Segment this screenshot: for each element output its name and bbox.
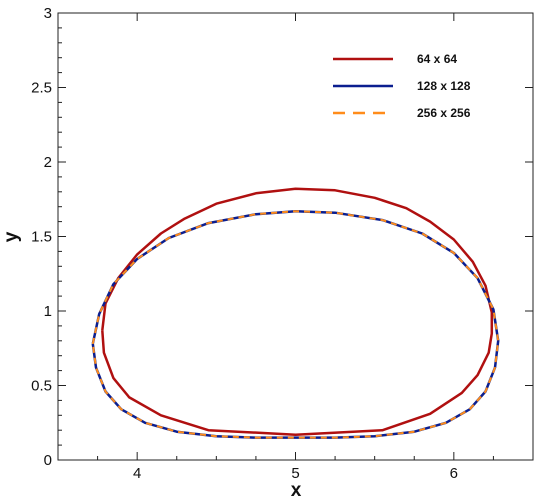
- series-layer: [91, 187, 500, 439]
- legend-label: 256 x 256: [417, 106, 471, 120]
- y-tick-label: 1: [44, 303, 52, 320]
- x-tick-label: 5: [291, 465, 299, 482]
- series-line-3: [91, 210, 500, 439]
- x-axis-title: x: [291, 480, 302, 501]
- y-axis-title: y: [1, 231, 22, 242]
- x-tick-label: 4: [133, 465, 141, 482]
- x-tick-label: 6: [450, 465, 458, 482]
- y-tick-label: 3: [44, 5, 52, 22]
- legend: 64 x 64 128 x 128 256 x 256: [333, 52, 471, 120]
- y-tick-label: 0: [44, 452, 52, 469]
- y-tick-label: 0.5: [31, 378, 52, 395]
- y-tick-label: 2: [44, 154, 52, 171]
- y-tick-label: 2.5: [31, 80, 52, 97]
- series-line-1: [101, 187, 494, 436]
- series-line-2: [91, 209, 500, 439]
- legend-label: 64 x 64: [417, 52, 457, 66]
- y-tick-label: 1.5: [31, 229, 52, 246]
- legend-label: 128 x 128: [417, 79, 471, 93]
- tick-layer: 4 5 6 0 0.5 1 1.5 2 2.5 3: [31, 5, 534, 482]
